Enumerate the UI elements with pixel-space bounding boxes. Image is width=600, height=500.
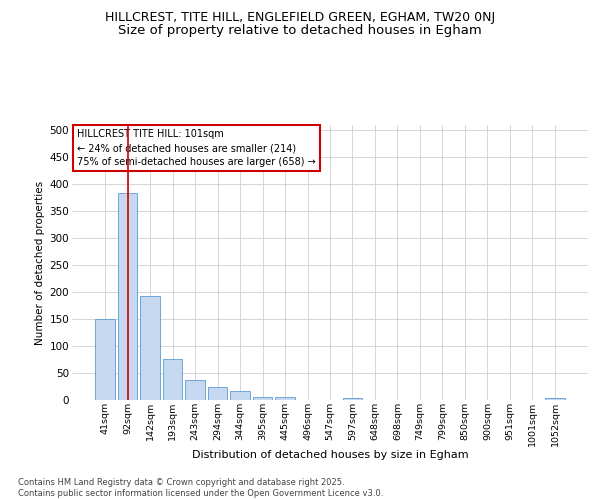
Bar [118,194,137,400]
X-axis label: Distribution of detached houses by size in Egham: Distribution of detached houses by size … [191,450,469,460]
Bar [253,397,272,400]
Bar [208,386,227,400]
Bar [163,359,182,400]
Bar [230,392,250,400]
Text: HILLCREST, TITE HILL, ENGLEFIELD GREEN, EGHAM, TW20 0NJ: HILLCREST, TITE HILL, ENGLEFIELD GREEN, … [105,11,495,24]
Bar [95,319,115,400]
Bar [185,380,205,400]
Text: HILLCREST TITE HILL: 101sqm
← 24% of detached houses are smaller (214)
75% of se: HILLCREST TITE HILL: 101sqm ← 24% of det… [77,129,316,167]
Text: Contains HM Land Registry data © Crown copyright and database right 2025.
Contai: Contains HM Land Registry data © Crown c… [18,478,383,498]
Bar [343,398,362,400]
Text: Size of property relative to detached houses in Egham: Size of property relative to detached ho… [118,24,482,37]
Bar [140,296,160,400]
Y-axis label: Number of detached properties: Number of detached properties [35,180,46,344]
Bar [545,398,565,400]
Bar [275,398,295,400]
